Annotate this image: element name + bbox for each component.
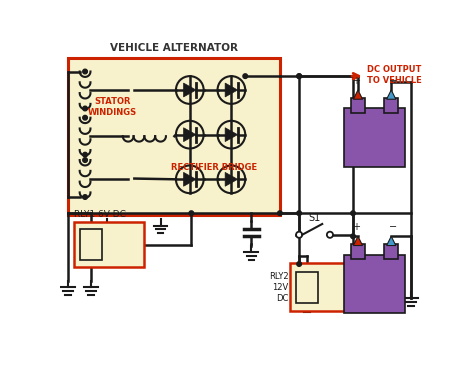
Circle shape xyxy=(83,195,87,199)
Circle shape xyxy=(189,211,194,215)
Text: RLY2
12V
DC: RLY2 12V DC xyxy=(269,272,288,303)
Polygon shape xyxy=(225,172,237,186)
Text: DC OUTPUT
TO VEHICLE: DC OUTPUT TO VEHICLE xyxy=(367,65,422,85)
Bar xyxy=(290,263,359,311)
Circle shape xyxy=(297,211,301,215)
Bar xyxy=(344,255,405,313)
Text: +: + xyxy=(353,76,360,86)
Text: +: + xyxy=(353,222,360,232)
Bar xyxy=(74,222,144,267)
Polygon shape xyxy=(353,90,363,99)
Circle shape xyxy=(327,232,333,238)
Circle shape xyxy=(297,262,301,266)
Polygon shape xyxy=(225,128,237,142)
Circle shape xyxy=(83,158,87,162)
Text: RECTIFIER BRIDGE: RECTIFIER BRIDGE xyxy=(172,163,257,172)
Bar xyxy=(384,98,398,113)
Polygon shape xyxy=(183,172,196,186)
Text: −: − xyxy=(389,222,397,232)
Circle shape xyxy=(351,234,356,239)
Circle shape xyxy=(243,74,247,78)
Bar xyxy=(344,108,405,167)
Circle shape xyxy=(296,232,302,238)
Bar xyxy=(351,98,365,113)
Circle shape xyxy=(297,74,301,78)
Circle shape xyxy=(83,69,87,74)
Bar xyxy=(68,58,280,215)
Circle shape xyxy=(278,211,282,215)
Polygon shape xyxy=(225,83,237,97)
Polygon shape xyxy=(183,128,196,142)
Bar xyxy=(81,229,102,260)
Text: −: − xyxy=(389,76,397,86)
Text: ORIGINAL
VEHICLE
BATTERY: ORIGINAL VEHICLE BATTERY xyxy=(352,124,397,156)
Text: S1: S1 xyxy=(309,213,320,223)
Polygon shape xyxy=(353,236,363,246)
Text: SECOND OR
STANDBY
BATTERY: SECOND OR STANDBY BATTERY xyxy=(347,270,402,303)
Text: STATOR
WINDINGS: STATOR WINDINGS xyxy=(88,97,137,117)
Bar xyxy=(296,272,318,303)
Bar xyxy=(351,244,365,260)
Text: RLY1 6V DC: RLY1 6V DC xyxy=(74,210,126,219)
Polygon shape xyxy=(387,236,396,246)
Circle shape xyxy=(297,74,301,78)
Bar xyxy=(384,244,398,260)
Circle shape xyxy=(351,211,356,215)
Circle shape xyxy=(83,106,87,111)
Polygon shape xyxy=(183,83,196,97)
Text: VEHICLE ALTERNATOR: VEHICLE ALTERNATOR xyxy=(110,43,238,53)
Circle shape xyxy=(83,115,87,120)
Polygon shape xyxy=(387,90,396,99)
Circle shape xyxy=(83,152,87,157)
